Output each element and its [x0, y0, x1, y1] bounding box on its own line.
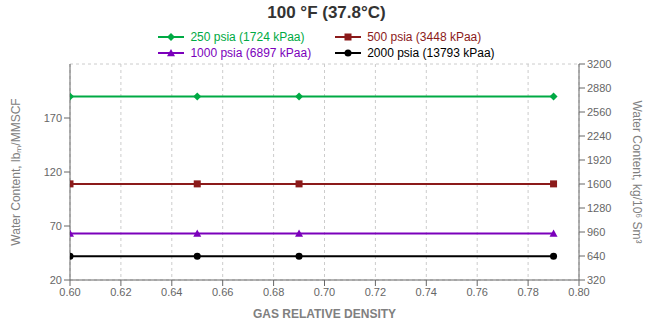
svg-text:0.76: 0.76 [466, 286, 487, 298]
svg-text:20: 20 [50, 274, 62, 286]
svg-text:Water Content, kg/10⁶ Sm³: Water Content, kg/10⁶ Sm³ [630, 100, 644, 243]
svg-text:Water Content, lbₘ/MMSCF: Water Content, lbₘ/MMSCF [9, 98, 23, 245]
svg-text:0.72: 0.72 [365, 286, 386, 298]
html-text:500 psia (3448 kPaa): 500 psia (3448 kPaa) [367, 30, 482, 44]
svg-text:0.62: 0.62 [110, 286, 131, 298]
html-text:1000 psia (6897 kPaa): 1000 psia (6897 kPaa) [190, 46, 312, 60]
svg-text:1600: 1600 [587, 178, 611, 190]
svg-text:960: 960 [587, 226, 605, 238]
svg-text:0.78: 0.78 [517, 286, 538, 298]
svg-text:GAS RELATIVE DENSITY: GAS RELATIVE DENSITY [253, 307, 396, 321]
svg-text:0.80: 0.80 [568, 286, 589, 298]
svg-text:1920: 1920 [587, 154, 611, 166]
svg-text:0.60: 0.60 [59, 286, 80, 298]
html-text:250 psia (1724 kPaa): 250 psia (1724 kPaa) [190, 30, 305, 44]
svg-text:120: 120 [44, 166, 62, 178]
svg-text:640: 640 [587, 250, 605, 262]
html-text:2000 psia (13793 kPaa): 2000 psia (13793 kPaa) [367, 46, 495, 60]
svg-text:1280: 1280 [587, 202, 611, 214]
svg-text:0.68: 0.68 [263, 286, 284, 298]
html-text:100 °F (37.8°C): 100 °F (37.8°C) [267, 3, 386, 22]
svg-text:2560: 2560 [587, 106, 611, 118]
svg-text:2880: 2880 [587, 82, 611, 94]
svg-text:0.66: 0.66 [212, 286, 233, 298]
svg-text:2240: 2240 [587, 130, 611, 142]
svg-text:0.70: 0.70 [314, 286, 335, 298]
svg-text:3200: 3200 [587, 58, 611, 70]
svg-text:320: 320 [587, 274, 605, 286]
svg-text:0.74: 0.74 [416, 286, 437, 298]
svg-text:170: 170 [44, 112, 62, 124]
svg-text:70: 70 [50, 220, 62, 232]
svg-text:0.64: 0.64 [161, 286, 182, 298]
